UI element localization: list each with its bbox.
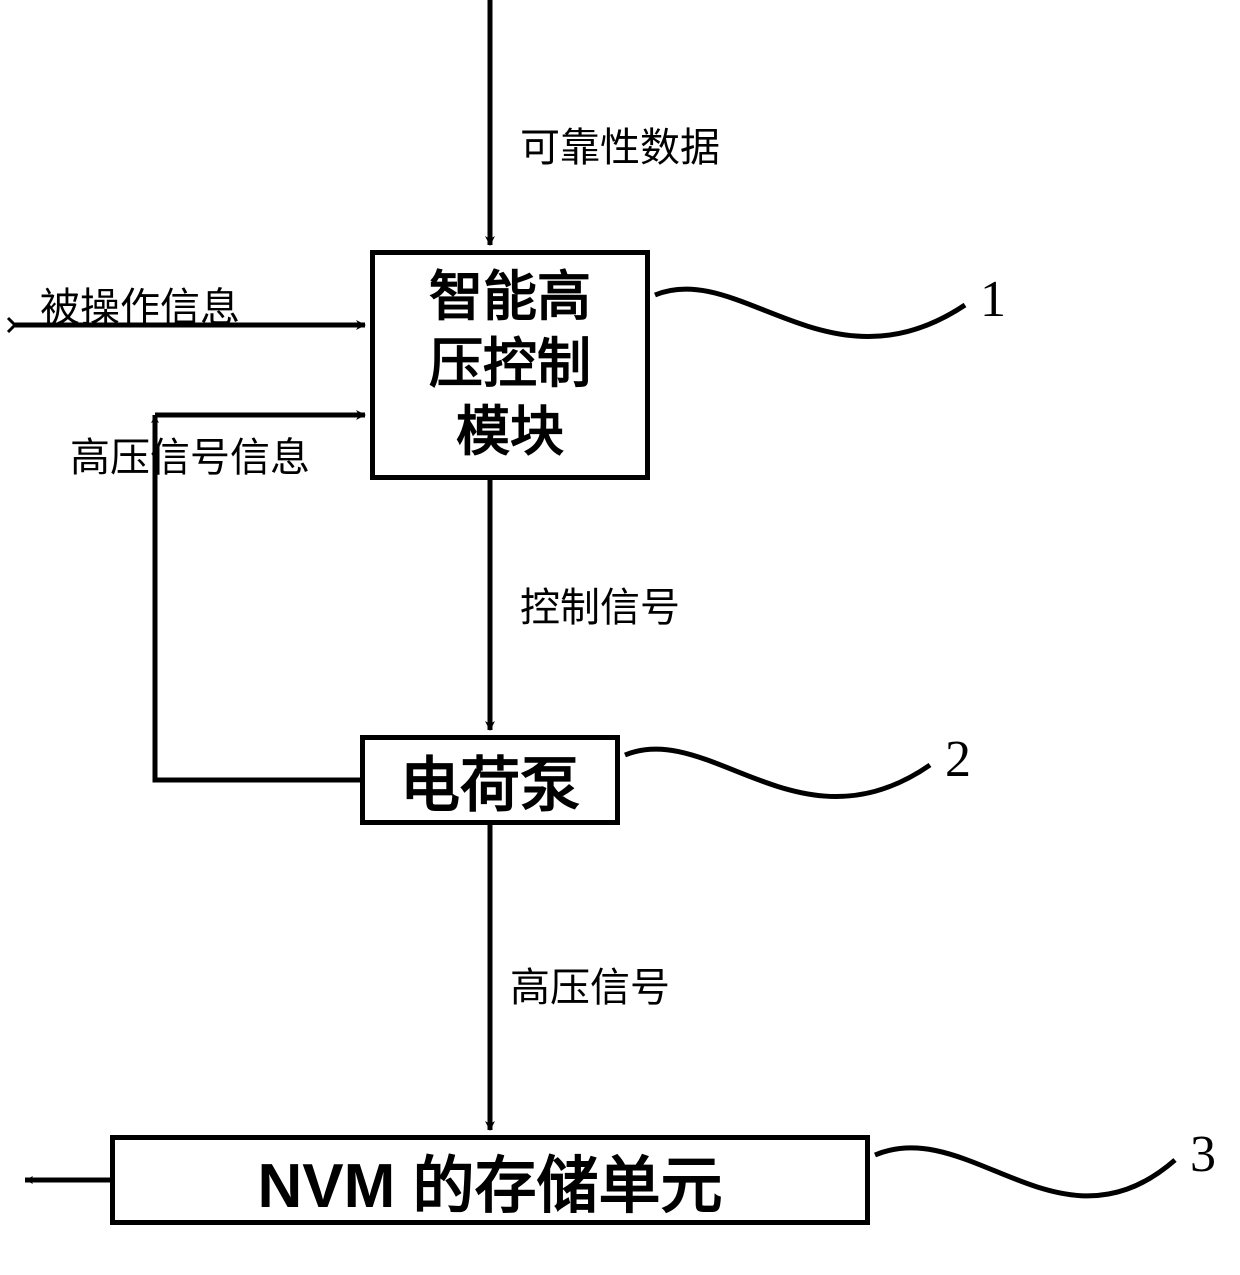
nvm-storage-label: NVM 的存储单元 xyxy=(257,1135,722,1225)
charge-pump-box: 电荷泵 xyxy=(360,735,620,825)
operated-info-label: 被操作信息 xyxy=(40,275,240,333)
ref-2: 2 xyxy=(945,730,971,789)
charge-pump-label: 电荷泵 xyxy=(400,737,580,824)
diagram-canvas: 智能高 压控制 模块 电荷泵 NVM 的存储单元 可靠性数据 被操作信息 高压信… xyxy=(0,0,1240,1275)
ref-1: 1 xyxy=(980,270,1006,329)
hv-signal-label: 高压信号 xyxy=(510,955,670,1013)
ref-3: 3 xyxy=(1190,1125,1216,1184)
nvm-storage-box: NVM 的存储单元 xyxy=(110,1135,870,1225)
control-signal-label: 控制信号 xyxy=(520,575,680,633)
hv-signal-info-label: 高压信号信息 xyxy=(70,425,310,483)
diagram-arrows xyxy=(0,0,1240,1275)
reliability-data-label: 可靠性数据 xyxy=(520,115,720,173)
smart-hv-control-module-label: 智能高 压控制 模块 xyxy=(429,264,591,467)
smart-hv-control-module-box: 智能高 压控制 模块 xyxy=(370,250,650,480)
